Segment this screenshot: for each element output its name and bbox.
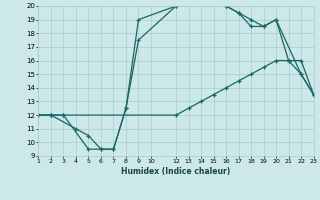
- X-axis label: Humidex (Indice chaleur): Humidex (Indice chaleur): [121, 167, 231, 176]
